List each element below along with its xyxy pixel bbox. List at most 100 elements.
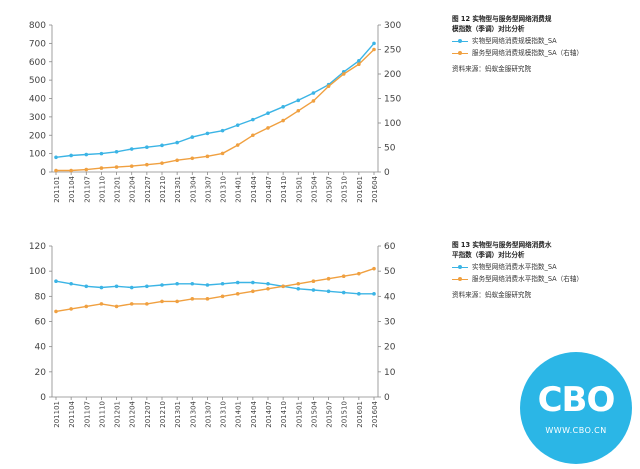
x-tick-label: 201310 <box>220 176 228 203</box>
x-tick-label: 201301 <box>174 176 182 203</box>
legend-chart-12: 图 12 实物型与服务型网络消费规 模指数（季调）对比分析 实物型网络消费规模指… <box>452 14 632 74</box>
data-point <box>372 266 376 271</box>
x-tick-label: 201104 <box>68 400 76 427</box>
data-point <box>311 288 316 292</box>
data-point <box>251 280 255 285</box>
x-tick-label: 201604 <box>371 400 379 427</box>
x-tick-label: 201301 <box>174 401 182 428</box>
legend-item-service: 服务型网络消费规模指数_SA（右轴） <box>452 48 632 58</box>
x-tick-label: 201501 <box>295 176 303 203</box>
data-point <box>145 162 149 167</box>
data-point <box>84 304 89 309</box>
x-tick-label: 201410 <box>280 176 288 203</box>
logo-url: WWW.CBO.CN <box>545 426 607 435</box>
data-point <box>114 284 119 289</box>
y-tick-label-right: 100 <box>384 119 401 129</box>
data-point <box>251 289 255 294</box>
data-point <box>99 302 104 306</box>
data-point <box>220 294 225 299</box>
y-tick-label-left: 200 <box>29 131 46 141</box>
series-line <box>55 280 374 295</box>
data-point <box>190 135 195 139</box>
data-point <box>205 297 210 301</box>
y-tick-label-left: 800 <box>29 21 46 31</box>
data-point <box>235 280 240 285</box>
legend-source: 资料来源：蚂蚁金服研究院 <box>452 291 532 299</box>
legend-label-service: 服务型网络消费水平指数_SA（右轴） <box>472 275 584 283</box>
data-point <box>99 151 104 156</box>
x-tick-label: 201510 <box>341 401 349 428</box>
y-tick-label-right: 30 <box>384 318 396 328</box>
data-point <box>160 161 164 165</box>
legend-label-service: 服务型网络消费规模指数_SA（右轴） <box>472 49 584 57</box>
y-tick-label-right: 50 <box>384 267 396 277</box>
x-tick-label: 201110 <box>98 176 106 203</box>
data-point <box>266 111 270 115</box>
data-point <box>235 143 240 147</box>
y-tick-label-left: 120 <box>29 242 46 252</box>
y-tick-label-left: 600 <box>29 58 46 68</box>
data-point <box>266 126 270 130</box>
series-line <box>55 42 375 158</box>
x-tick-label: 201510 <box>341 176 349 203</box>
data-point <box>84 167 89 172</box>
x-tick-label: 201604 <box>371 175 379 202</box>
data-point <box>84 152 89 157</box>
y-tick-label-right: 40 <box>384 292 396 302</box>
legend-source: 资料来源：蚂蚁金服研究院 <box>452 65 532 73</box>
x-tick-label: 201601 <box>356 176 364 203</box>
data-point <box>145 145 149 149</box>
y-tick-label-right: 150 <box>384 95 401 105</box>
data-point <box>266 286 270 291</box>
data-point <box>281 284 285 289</box>
data-point <box>296 108 301 113</box>
legend-label-physical: 实物型网络消费规模指数_SA <box>472 37 557 45</box>
data-point <box>160 143 164 148</box>
legend-title-line1: 图 12 实物型与服务型网络消费规 <box>452 15 552 23</box>
data-point <box>54 168 58 173</box>
data-point <box>145 284 149 289</box>
data-point <box>220 151 225 156</box>
x-tick-label: 201101 <box>53 401 61 428</box>
legend-chart-13: 图 13 实物型与服务型网络消费水 平指数（季调）对比分析 实物型网络消费水平指… <box>452 240 632 300</box>
logo-text: CBO <box>537 380 616 420</box>
data-point <box>99 285 104 290</box>
legend-title-line1: 图 13 实物型与服务型网络消费水 <box>452 241 552 249</box>
x-tick-label: 201107 <box>83 401 91 428</box>
y-tick-label-right: 60 <box>384 242 396 252</box>
data-point <box>372 47 376 52</box>
x-tick-label: 201404 <box>250 175 258 202</box>
data-point <box>266 281 270 286</box>
data-point <box>114 165 119 169</box>
chart-consumption-scale-index: 0 100 200 300 400 500 600 700 800 0 50 100 150 200 250… <box>29 21 402 203</box>
data-point <box>175 140 179 145</box>
x-tick-label: 201601 <box>356 401 364 428</box>
data-point <box>190 297 195 301</box>
x-tick-label: 201507 <box>326 176 334 203</box>
data-point <box>326 84 331 89</box>
legend-item-physical: 实物型网络消费水平指数_SA <box>452 262 632 272</box>
data-point <box>69 281 73 286</box>
x-tick-label: 201204 <box>129 175 137 202</box>
legend-item-physical: 实物型网络消费规模指数_SA <box>452 36 632 46</box>
series-line <box>56 48 375 172</box>
data-point <box>296 98 301 103</box>
x-tick-label: 201504 <box>310 400 318 427</box>
legend-title-line2: 模指数（季调）对比分析 <box>452 25 525 33</box>
data-point <box>129 147 134 151</box>
x-tick-label: 201507 <box>326 401 334 428</box>
data-point <box>54 155 58 160</box>
data-point <box>357 271 361 276</box>
x-tick-label: 201310 <box>220 401 228 428</box>
y-tick-label-left: 400 <box>29 95 46 105</box>
data-point <box>311 91 316 95</box>
data-point <box>190 281 195 286</box>
y-tick-label-right: 50 <box>384 144 396 154</box>
data-point <box>69 168 73 173</box>
y-tick-label-left: 60 <box>35 318 47 328</box>
x-tick-label: 201410 <box>280 401 288 428</box>
x-tick-label: 201101 <box>53 176 61 203</box>
data-point <box>129 302 134 306</box>
y-tick-label-right: 200 <box>384 70 401 80</box>
